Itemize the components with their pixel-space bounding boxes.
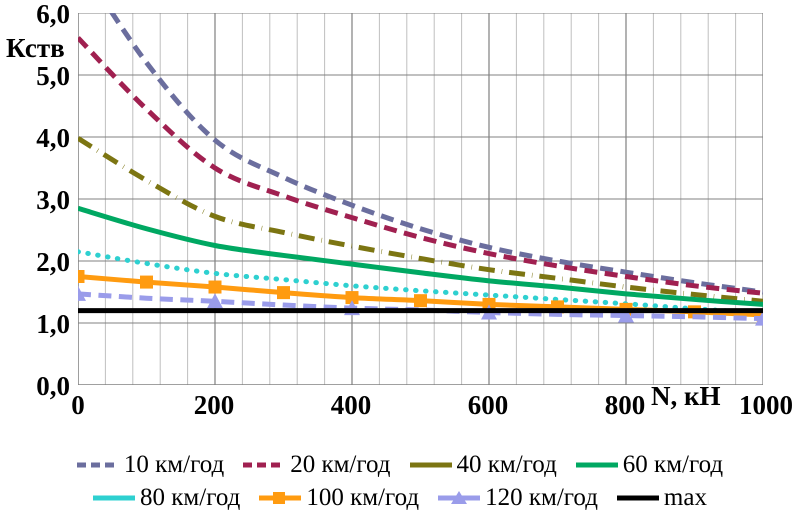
legend-item-100[interactable]: 100 км/год <box>258 485 419 510</box>
y-tick-label-0: 0,0 <box>36 371 70 401</box>
series-marker <box>140 275 153 289</box>
legend-label-80: 80 км/год <box>140 484 241 511</box>
series-line-10-км-год <box>109 13 763 295</box>
series-marker <box>78 285 86 301</box>
series-marker <box>755 310 763 326</box>
legend-label-10: 10 км/год <box>123 451 225 478</box>
y-tick-label-5: 5,0 <box>36 61 70 91</box>
series-marker <box>277 286 290 300</box>
x-tick-label-200: 200 <box>193 390 235 420</box>
y-tick-label-6: 6,0 <box>36 0 70 29</box>
legend-swatch-10 <box>76 462 119 467</box>
legend-label-40: 40 км/год <box>456 451 557 478</box>
series-marker <box>482 297 496 311</box>
legend-label-100: 100 км/год <box>306 484 420 511</box>
legend-item-max[interactable]: max <box>616 485 707 510</box>
series-marker <box>345 291 359 305</box>
series-marker <box>207 293 223 309</box>
series-marker <box>78 270 85 283</box>
series-marker <box>756 308 763 322</box>
legend-row-1: 10 км/год 20 км/год 40 км/год 60 км/год <box>0 448 799 481</box>
series-marker <box>208 280 222 294</box>
x-tick-label-1000: 1000 <box>739 390 793 420</box>
legend-swatch-40 <box>409 462 452 467</box>
plot-area <box>78 13 763 385</box>
legend-label-max: max <box>663 484 707 511</box>
chart-canvas <box>78 13 763 385</box>
y-tick-label-4: 4,0 <box>36 123 70 153</box>
series-line-60-км-год <box>78 205 763 307</box>
legend-item-40[interactable]: 40 км/год <box>409 452 557 477</box>
series-marker <box>618 307 634 323</box>
legend-label-20: 20 км/год <box>290 451 391 478</box>
legend-item-120[interactable]: 120 км/год <box>437 485 598 510</box>
y-axis-title: Кств <box>6 33 65 63</box>
x-tick-label-0: 0 <box>71 390 85 420</box>
y-tick-label-2: 2,0 <box>36 247 70 277</box>
legend-label-120: 120 км/год <box>485 484 598 511</box>
legend-item-20[interactable]: 20 км/год <box>242 451 391 478</box>
series-marker <box>414 294 427 308</box>
x-axis-title: N, кН <box>651 381 721 411</box>
legend-item-60[interactable]: 60 км/год <box>575 452 723 477</box>
legend-label-60: 60 км/год <box>622 451 724 478</box>
legend-swatch-max <box>616 495 659 500</box>
legend-swatch-60 <box>575 462 618 467</box>
x-tick-label-400: 400 <box>330 390 372 420</box>
y-tick-label-1: 1,0 <box>36 309 70 339</box>
legend-swatch-20 <box>243 462 286 467</box>
x-tick-label-600: 600 <box>467 390 509 420</box>
series-line-80-км-год <box>78 249 763 316</box>
series-line-20-км-год <box>78 36 763 296</box>
series-line-40-км-год <box>78 136 763 304</box>
legend-swatch-80 <box>93 495 136 500</box>
legend-swatch-120 <box>438 490 481 504</box>
legend-item-10[interactable]: 10 км/год <box>76 452 224 477</box>
legend-item-80[interactable]: 80 км/год <box>92 485 240 510</box>
y-tick-label-3: 3,0 <box>36 185 70 215</box>
legend-swatch-100 <box>259 491 302 504</box>
legend-row-2: 80 км/год 100 км/год 120 км/год max <box>0 481 799 514</box>
x-tick-label-800: 800 <box>604 390 646 420</box>
chart-legend: 10 км/год 20 км/год 40 км/год 60 км/год … <box>0 448 799 514</box>
